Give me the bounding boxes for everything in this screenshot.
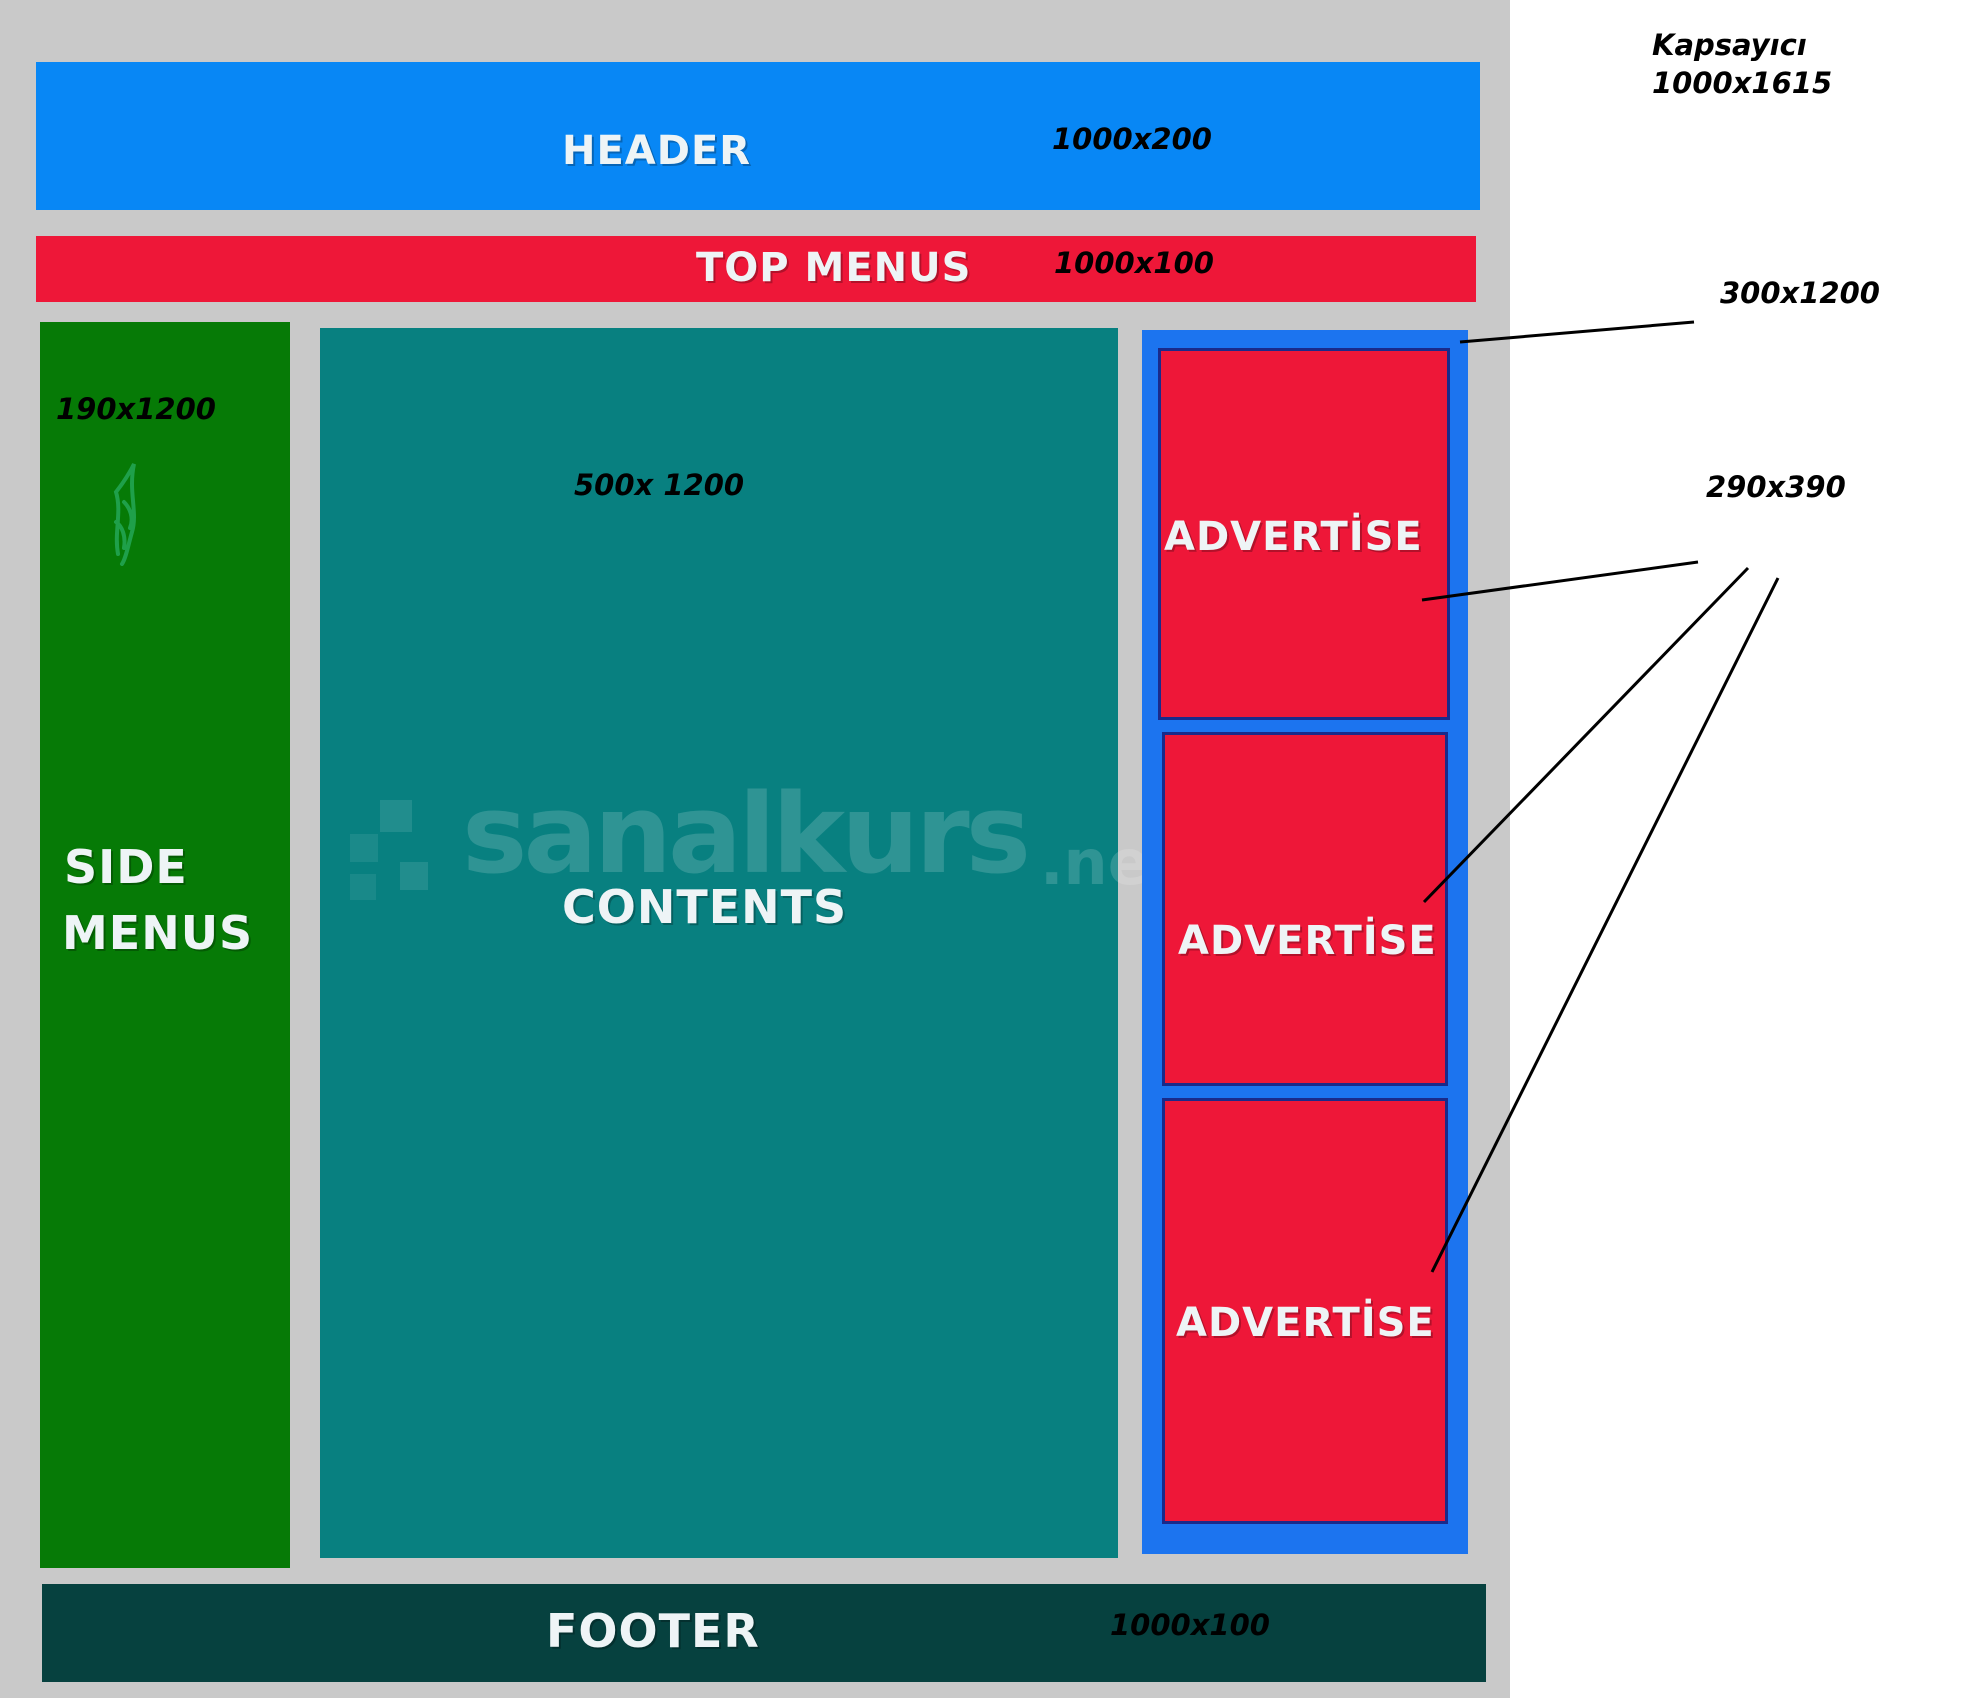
- pointer-line-ad-3: [1430, 577, 1780, 1273]
- contents-size: 500x 1200: [574, 468, 745, 502]
- footer-block: [42, 1584, 1486, 1682]
- scribble-mark: [113, 463, 136, 566]
- container-size: 1000x1615: [1652, 66, 1833, 100]
- ads-size: 290x390: [1706, 470, 1846, 504]
- ad-block-2: [1162, 732, 1448, 1086]
- header-block: [36, 62, 1480, 210]
- side-menus-label-line1: SIDE: [64, 840, 188, 894]
- side-menus-size: 190x1200: [56, 392, 216, 426]
- ad-block-1: [1158, 348, 1450, 720]
- pointer-line-ad-column: [1459, 320, 1695, 344]
- ad-column-size: 300x1200: [1720, 276, 1880, 310]
- contents-block: [320, 328, 1118, 1558]
- side-menus-label-line2: MENUS: [62, 906, 254, 960]
- ad-label-3: ADVERTİSE: [1176, 1300, 1435, 1346]
- ad-label-1: ADVERTİSE: [1164, 514, 1423, 560]
- top-menus-label: TOP MENUS: [696, 245, 972, 291]
- side-menus-block: [40, 322, 290, 1568]
- watermark-logo-squares: [350, 800, 440, 910]
- ad-label-2: ADVERTİSE: [1178, 918, 1437, 964]
- header-label: HEADER: [562, 128, 752, 174]
- watermark-brand: sanalkurs: [462, 770, 1031, 898]
- footer-label: FOOTER: [546, 1604, 760, 1658]
- header-size: 1000x200: [1052, 122, 1212, 156]
- top-menus-block: [36, 236, 1476, 302]
- ad-block-3: [1162, 1098, 1448, 1524]
- pointer-line-ad-1: [1421, 560, 1699, 602]
- pointer-line-ad-2: [1422, 566, 1750, 904]
- footer-size: 1000x100: [1110, 1608, 1270, 1642]
- top-menus-size: 1000x100: [1054, 246, 1214, 280]
- contents-label: CONTENTS: [562, 880, 848, 934]
- container-label: Kapsayıcı: [1652, 28, 1807, 62]
